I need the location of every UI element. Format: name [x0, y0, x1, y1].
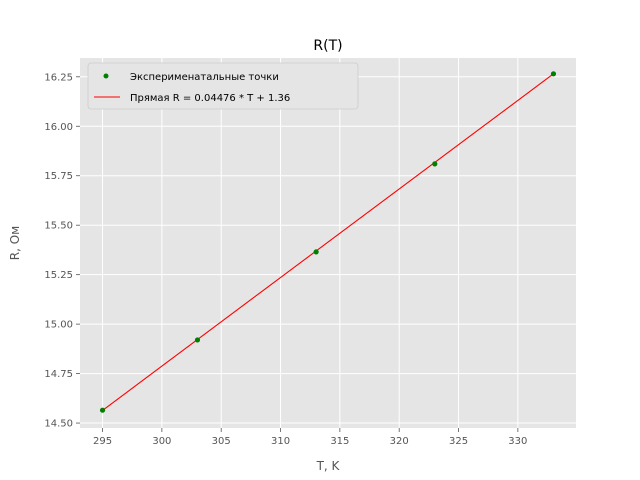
x-tick-label: 295	[93, 436, 112, 447]
data-point	[313, 249, 319, 255]
legend-marker-points	[103, 73, 109, 79]
x-tick-label: 315	[330, 436, 349, 447]
x-tick-label: 300	[152, 436, 171, 447]
y-axis-ticks: 14.50 14.75 15.00 15.25 15.50 15.75 16.00 16.25	[44, 72, 80, 430]
y-tick-label: 16.25	[44, 72, 73, 83]
y-tick-label: 16.00	[44, 122, 73, 133]
x-axis-label: T, K	[316, 459, 341, 473]
x-tick-label: 305	[212, 436, 231, 447]
chart-title: R(T)	[313, 38, 342, 54]
y-tick-label: 15.25	[44, 270, 73, 281]
y-tick-label: 15.00	[44, 320, 73, 331]
legend-label-points: Эксперименатальные точки	[130, 72, 279, 83]
fit-line-path	[102, 73, 554, 411]
y-tick-label: 14.50	[44, 419, 73, 430]
y-tick-label: 15.75	[44, 171, 73, 182]
y-axis-label: R, Ом	[8, 226, 22, 260]
grid	[80, 58, 576, 428]
x-axis-ticks: 295 300 305 310 315 320 325 330	[93, 428, 527, 447]
data-point	[194, 337, 201, 343]
fit-line	[102, 73, 554, 411]
x-tick-label: 310	[271, 436, 290, 447]
x-tick-label: 320	[390, 436, 409, 447]
legend: Эксперименатальные точки Прямая R = 0.04…	[87, 62, 359, 110]
legend-label-line: Прямая R = 0.04476 * T + 1.36	[130, 93, 290, 104]
x-tick-label: 325	[449, 436, 468, 447]
y-tick-label: 15.50	[44, 221, 73, 232]
y-tick-label: 14.75	[44, 369, 73, 380]
data-point	[99, 407, 106, 413]
plot-area	[80, 58, 576, 428]
data-point	[550, 71, 557, 77]
legend-box	[87, 62, 359, 110]
x-tick-label: 330	[508, 436, 527, 447]
data-points	[99, 71, 557, 413]
data-point	[432, 161, 438, 167]
